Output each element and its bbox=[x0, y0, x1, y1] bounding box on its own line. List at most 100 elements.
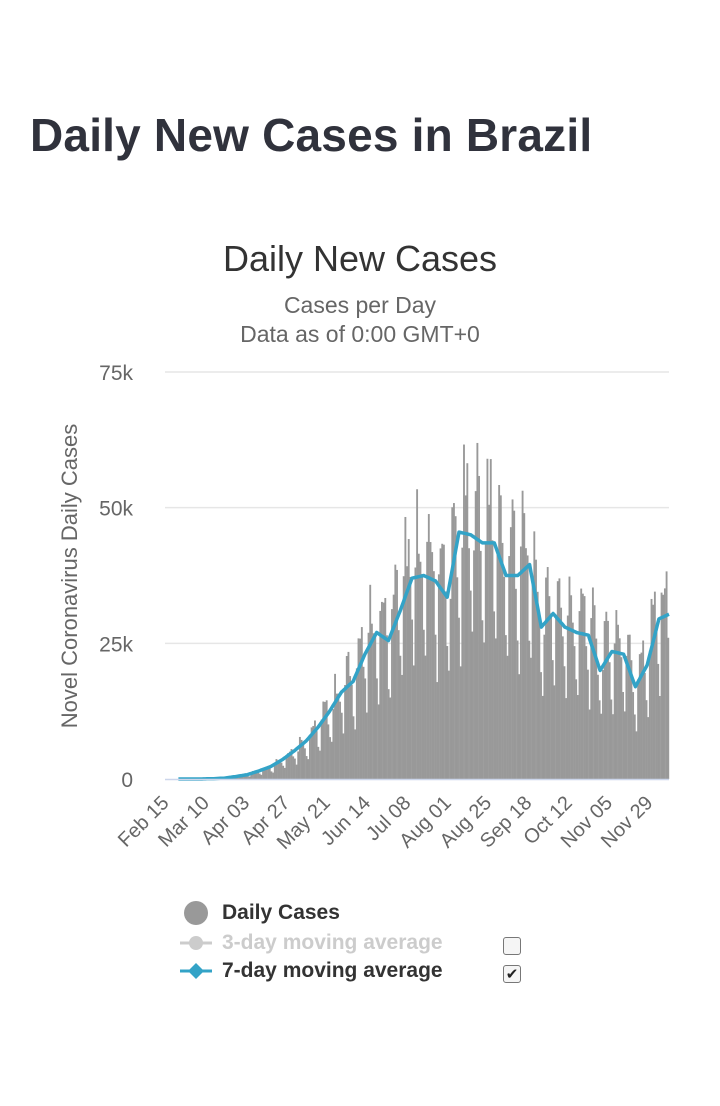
daily-case-bar bbox=[365, 712, 368, 779]
daily-case-bar bbox=[372, 633, 375, 779]
daily-case-bar bbox=[525, 548, 527, 779]
daily-case-bar bbox=[354, 729, 357, 779]
daily-case-bar bbox=[476, 442, 479, 779]
daily-case-bar bbox=[459, 666, 462, 779]
daily-case-bar bbox=[414, 567, 417, 779]
daily-case-bar bbox=[662, 594, 665, 779]
daily-case-bar bbox=[429, 542, 432, 779]
daily-case-bar bbox=[377, 704, 380, 779]
daily-case-bar bbox=[302, 743, 305, 779]
daily-case-bar bbox=[469, 590, 472, 779]
daily-case-bar bbox=[257, 771, 259, 779]
daily-case-bar bbox=[350, 684, 353, 779]
daily-case-bar bbox=[381, 601, 383, 779]
daily-case-bar bbox=[337, 693, 340, 779]
daily-case-bar bbox=[312, 725, 315, 779]
legend-label-daily-cases: Daily Cases bbox=[222, 901, 340, 924]
daily-case-bar bbox=[548, 596, 551, 779]
line-circle-icon bbox=[180, 930, 214, 956]
daily-case-bar bbox=[627, 634, 630, 779]
daily-case-bar bbox=[588, 709, 591, 779]
daily-case-bar bbox=[374, 635, 377, 779]
daily-case-bar bbox=[404, 516, 407, 779]
daily-case-bar bbox=[622, 692, 624, 779]
daily-case-bar bbox=[260, 774, 263, 779]
daily-case-bar bbox=[638, 654, 641, 779]
daily-case-bar bbox=[387, 689, 390, 779]
legend-item-7day-average[interactable]: 7-day moving average bbox=[180, 958, 443, 984]
daily-case-bar bbox=[667, 637, 670, 779]
daily-case-bar bbox=[516, 640, 519, 779]
daily-case-bar bbox=[295, 764, 298, 779]
daily-case-bar bbox=[325, 700, 328, 779]
daily-case-bar bbox=[396, 569, 398, 779]
daily-case-bar bbox=[370, 623, 373, 779]
daily-case-bar bbox=[288, 751, 291, 779]
daily-case-bar bbox=[657, 663, 660, 779]
daily-case-bar bbox=[292, 756, 295, 779]
daily-case-bar bbox=[322, 701, 325, 779]
daily-case-bar bbox=[407, 539, 410, 779]
daily-case-bar bbox=[479, 550, 482, 779]
daily-case-bar bbox=[493, 611, 496, 779]
daily-case-bar bbox=[344, 685, 347, 779]
daily-case-bar bbox=[483, 642, 486, 779]
daily-case-bar bbox=[282, 765, 285, 779]
daily-case-bar bbox=[561, 636, 564, 779]
daily-case-bar bbox=[518, 674, 521, 779]
daily-case-bar bbox=[426, 541, 429, 779]
daily-case-bar bbox=[519, 546, 522, 779]
daily-case-bar bbox=[603, 621, 606, 779]
daily-case-bar bbox=[489, 459, 492, 779]
daily-case-bar bbox=[471, 631, 474, 779]
daily-case-bar bbox=[573, 646, 576, 779]
daily-case-bar bbox=[422, 629, 425, 779]
daily-case-bar bbox=[417, 553, 420, 779]
daily-case-bar bbox=[287, 753, 290, 779]
daily-case-bar bbox=[456, 577, 459, 779]
daily-case-bar bbox=[484, 544, 487, 779]
daily-case-bar bbox=[280, 762, 283, 779]
daily-case-bar bbox=[623, 711, 626, 779]
daily-case-bar bbox=[391, 609, 393, 779]
daily-case-bar bbox=[453, 503, 455, 779]
daily-case-bar bbox=[563, 666, 566, 779]
daily-case-bar bbox=[504, 635, 507, 779]
daily-case-bar bbox=[392, 594, 395, 779]
daily-case-bar bbox=[265, 767, 268, 779]
daily-case-bar bbox=[461, 547, 464, 779]
daily-case-bar bbox=[650, 598, 653, 779]
daily-case-bar bbox=[645, 700, 648, 779]
daily-case-bar bbox=[307, 759, 310, 779]
checkbox-3day-average[interactable] bbox=[503, 937, 521, 955]
daily-case-bar bbox=[580, 588, 583, 779]
daily-case-bar bbox=[319, 750, 321, 779]
daily-case-bar bbox=[285, 758, 288, 779]
daily-case-bar bbox=[275, 759, 278, 779]
checkbox-7day-average[interactable]: ✔ bbox=[503, 965, 521, 983]
daily-case-bar bbox=[277, 760, 280, 779]
daily-case-bar bbox=[555, 615, 558, 779]
daily-case-bar bbox=[297, 751, 300, 779]
daily-case-bar bbox=[399, 655, 402, 779]
daily-case-bar bbox=[607, 620, 609, 779]
legend-item-daily-cases[interactable]: Daily Cases bbox=[180, 900, 340, 926]
daily-case-bar bbox=[570, 595, 573, 779]
daily-case-bar bbox=[447, 670, 450, 779]
daily-case-bar bbox=[498, 485, 501, 779]
daily-case-bar bbox=[499, 495, 502, 779]
daily-case-bar bbox=[464, 495, 467, 779]
daily-case-bar bbox=[352, 716, 355, 779]
daily-case-bar bbox=[640, 652, 643, 779]
daily-case-bar bbox=[613, 643, 616, 779]
daily-case-bar bbox=[245, 775, 248, 779]
daily-case-bar bbox=[652, 604, 655, 779]
daily-case-bar bbox=[605, 611, 608, 779]
legend-item-3day-average[interactable]: 3-day moving average bbox=[180, 930, 443, 956]
ma7-series-line bbox=[178, 530, 670, 781]
daily-new-cases-chart: Daily New Cases Cases per Day Data as of… bbox=[57, 238, 670, 854]
daily-case-bar bbox=[283, 767, 286, 779]
daily-case-bar bbox=[359, 638, 362, 779]
gray-circle-icon bbox=[180, 900, 214, 926]
daily-case-bar bbox=[655, 627, 658, 779]
